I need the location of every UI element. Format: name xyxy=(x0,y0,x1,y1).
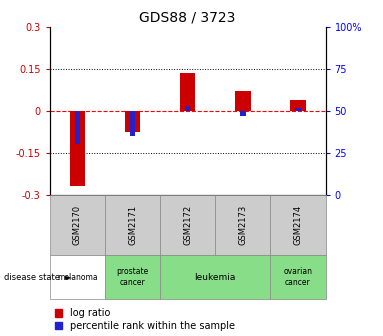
Bar xyxy=(240,111,246,116)
Bar xyxy=(70,111,85,186)
Text: leukemia: leukemia xyxy=(195,273,236,282)
Bar xyxy=(290,100,306,111)
Bar xyxy=(130,111,135,136)
Bar xyxy=(235,91,250,111)
Text: melanoma: melanoma xyxy=(57,273,98,282)
Bar xyxy=(295,108,301,111)
Bar xyxy=(270,255,326,299)
Legend: log ratio, percentile rank within the sample: log ratio, percentile rank within the sa… xyxy=(55,308,235,331)
Text: GSM2174: GSM2174 xyxy=(293,205,303,245)
Text: GSM2172: GSM2172 xyxy=(183,205,192,245)
Text: disease state  ►: disease state ► xyxy=(4,273,72,282)
Bar xyxy=(50,195,105,255)
Bar xyxy=(185,106,190,111)
Bar xyxy=(75,111,80,144)
Bar xyxy=(160,195,215,255)
Bar xyxy=(160,255,270,299)
Title: GDS88 / 3723: GDS88 / 3723 xyxy=(139,10,236,24)
Bar xyxy=(105,255,160,299)
Text: GSM2170: GSM2170 xyxy=(73,205,82,245)
Bar xyxy=(125,111,140,132)
Text: prostate
cancer: prostate cancer xyxy=(116,267,149,287)
Bar xyxy=(50,255,105,299)
Bar xyxy=(215,195,270,255)
Bar xyxy=(105,195,160,255)
Bar xyxy=(270,195,326,255)
Text: GSM2173: GSM2173 xyxy=(238,205,247,245)
Text: ovarian
cancer: ovarian cancer xyxy=(283,267,313,287)
Bar xyxy=(180,73,195,111)
Text: GSM2171: GSM2171 xyxy=(128,205,137,245)
